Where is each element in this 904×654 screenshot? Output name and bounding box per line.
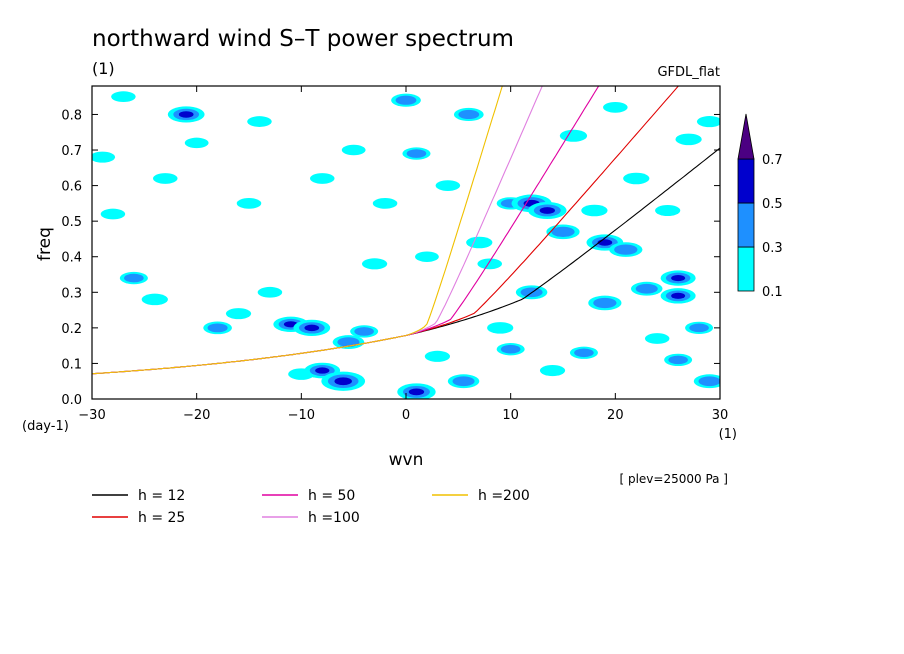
y-tick-label: 0.8 xyxy=(61,108,82,123)
contour-blob-21-level-0 xyxy=(310,173,335,184)
contour-blob-42-level-0 xyxy=(581,204,608,217)
contour-blob-27-level-1 xyxy=(452,376,475,387)
contour-blob-40-level-1 xyxy=(574,348,594,358)
y-axis-label: freq xyxy=(35,227,55,261)
contour-blob-14-level-1 xyxy=(354,327,374,336)
axis-ticks: −30 −20 −10 0 10 20 30 0.0 0.1 0.2 0.3 0.4 0.5 0.6 0.7… xyxy=(61,86,728,423)
colorbar-label: 0.1 xyxy=(762,285,783,300)
contour-blob-57-level-0 xyxy=(644,333,670,344)
legend-label-h-50: h = 50 xyxy=(308,488,355,504)
colorbar-segment-0 xyxy=(737,246,755,292)
heatmap-contours xyxy=(92,91,720,399)
legend-label-h-100: h =100 xyxy=(308,510,360,526)
x-unit-label: (1) xyxy=(719,427,737,442)
x-tick-label: −10 xyxy=(288,408,315,423)
contour-blob-22-level-0 xyxy=(341,144,366,156)
contour-blob-20-level-0 xyxy=(247,116,272,127)
x-tick-label: 0 xyxy=(402,408,410,423)
y-tick-label: 0.0 xyxy=(61,393,82,408)
contour-blob-46-level-1 xyxy=(635,283,658,294)
x-tick-label: 30 xyxy=(712,408,729,423)
legend-label-h-12: h = 12 xyxy=(138,488,185,504)
contour-blob-45-level-1 xyxy=(593,297,617,309)
contour-blob-50-level-1 xyxy=(668,355,688,365)
contour-blob-58-level-0 xyxy=(477,258,502,270)
unit-label: (1) xyxy=(92,59,115,78)
x-axis-label: wvn xyxy=(389,450,424,470)
contour-blob-2-level-0 xyxy=(153,173,178,184)
contour-blob-51-level-1 xyxy=(698,376,720,387)
contour-blob-31-level-0 xyxy=(435,180,461,191)
contour-blob-25-level-1 xyxy=(406,149,427,158)
legend-label-h-200: h =200 xyxy=(478,488,530,504)
y-tick-label: 0.3 xyxy=(61,286,82,301)
contour-blob-39-level-0 xyxy=(539,365,566,377)
contour-blob-9-level-2 xyxy=(304,324,320,332)
contour-blob-41-level-0 xyxy=(559,129,588,142)
contour-blob-18-level-0 xyxy=(111,91,136,103)
y-unit-label: (day-1) xyxy=(22,419,69,434)
contour-blob-38-level-1 xyxy=(500,344,521,354)
colorbar: 0.1 0.3 0.5 0.7 xyxy=(737,113,783,300)
contour-blob-13-level-1 xyxy=(337,337,360,347)
colorbar-label: 0.3 xyxy=(762,241,783,256)
contour-blob-29-level-1 xyxy=(458,109,480,120)
contour-blob-44-level-1 xyxy=(614,244,638,255)
contour-blob-7-level-0 xyxy=(257,286,283,298)
contour-blob-17-level-0 xyxy=(92,151,116,163)
contour-blob-16-level-0 xyxy=(100,208,126,220)
dispersion-curves xyxy=(92,86,720,375)
curve-legend: h = 12 h = 25 h = 50 h =100 h =200 xyxy=(92,488,530,526)
colorbar-label: 0.7 xyxy=(762,153,783,168)
contour-blob-53-level-0 xyxy=(655,204,681,217)
chart-title: northward wind S–T power spectrum xyxy=(92,26,514,52)
contour-blob-54-level-0 xyxy=(675,133,702,146)
contour-blob-36-level-1 xyxy=(551,226,575,237)
y-tick-label: 0.4 xyxy=(61,251,82,266)
colorbar-segment-1 xyxy=(737,202,755,248)
contour-blob-30-level-0 xyxy=(466,236,493,249)
colorbar-segment-2 xyxy=(737,158,755,204)
contour-blob-52-level-0 xyxy=(623,172,650,185)
contour-blob-35-level-2 xyxy=(539,207,555,214)
y-tick-label: 0.2 xyxy=(61,322,82,337)
contour-blob-24-level-1 xyxy=(395,95,417,105)
contour-blob-6-level-0 xyxy=(236,197,262,209)
plot-area: −30 −20 −10 0 10 20 30 0.0 0.1 0.2 0.3 0.4 0.5 0.6 0.7… xyxy=(61,85,728,423)
contour-blob-32-level-0 xyxy=(487,322,514,334)
contour-blob-1-level-0 xyxy=(141,293,168,306)
y-tick-label: 0.7 xyxy=(61,144,82,159)
model-label: GFDL_flat xyxy=(657,65,720,80)
contour-blob-23-level-0 xyxy=(372,197,398,209)
x-tick-label: −30 xyxy=(78,408,105,423)
contour-blob-26-level-2 xyxy=(408,388,425,396)
contour-blob-3-level-2 xyxy=(178,111,194,118)
contour-blob-55-level-0 xyxy=(603,101,628,113)
contour-blob-19-level-0 xyxy=(184,137,209,149)
contour-blob-4-level-1 xyxy=(207,323,228,333)
dispersion-curve-h-200 xyxy=(92,86,503,375)
contour-blob-28-level-0 xyxy=(424,350,450,362)
colorbar-label: 0.5 xyxy=(762,197,783,212)
contour-blob-56-level-0 xyxy=(696,116,720,128)
y-tick-label: 0.1 xyxy=(61,357,82,372)
x-tick-label: 10 xyxy=(502,408,519,423)
y-tick-label: 0.6 xyxy=(61,180,82,195)
contour-blob-0-level-1 xyxy=(124,273,144,283)
contour-blob-5-level-0 xyxy=(225,308,252,320)
contour-blob-48-level-2 xyxy=(671,292,686,299)
y-tick-label: 0.5 xyxy=(61,215,82,230)
x-tick-label: 20 xyxy=(607,408,624,423)
plev-note: [ plev=25000 Pa ] xyxy=(619,472,728,486)
contour-blob-49-level-1 xyxy=(689,323,709,333)
contour-blob-12-level-2 xyxy=(334,377,352,386)
x-tick-label: −20 xyxy=(183,408,210,423)
contour-blob-59-level-0 xyxy=(415,251,439,262)
legend-label-h-25: h = 25 xyxy=(138,510,185,526)
contour-blob-47-level-2 xyxy=(671,274,686,282)
contour-blob-15-level-0 xyxy=(362,258,388,270)
colorbar-extend-arrow xyxy=(737,113,755,160)
contour-blob-11-level-2 xyxy=(315,367,330,374)
